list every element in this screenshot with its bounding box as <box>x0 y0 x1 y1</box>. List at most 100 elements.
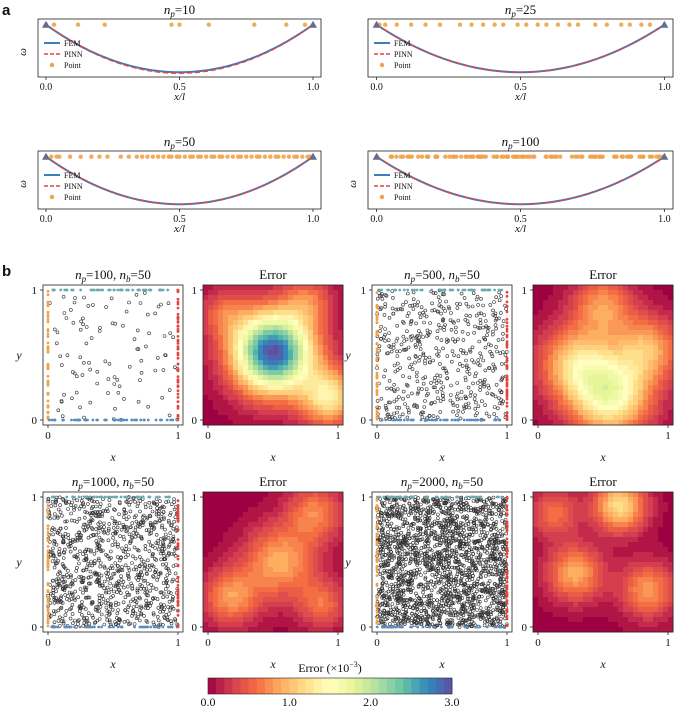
interior-point <box>422 405 427 409</box>
collocation-point <box>75 22 81 27</box>
heatmap-cell <box>288 315 294 321</box>
boundary-point-top <box>483 288 487 292</box>
interior-point <box>59 363 64 367</box>
heatmap-cell <box>298 310 304 316</box>
interior-point <box>470 358 474 362</box>
boundary-point-left <box>46 610 50 613</box>
interior-point <box>418 331 423 336</box>
interior-point <box>479 354 484 359</box>
boundary-point-right <box>176 342 180 345</box>
heatmap-cell <box>278 305 284 311</box>
boundary-point-bottom <box>146 625 150 629</box>
interior-point <box>436 309 441 314</box>
x-tick-label: 0 <box>45 637 51 649</box>
interior-point <box>422 320 426 325</box>
collocation-point <box>555 22 561 27</box>
interior-point <box>444 299 448 304</box>
boundary-point-bottom <box>130 418 134 422</box>
interior-point <box>383 338 387 343</box>
chart-title: np=100 <box>502 134 540 151</box>
interior-point <box>500 350 505 354</box>
interior-point <box>55 330 60 335</box>
heatmap-cell <box>218 315 224 321</box>
heatmap-cell <box>203 300 209 306</box>
boundary-point-bottom <box>125 418 129 422</box>
collocation-point <box>203 154 209 159</box>
boundary-point-left <box>46 335 50 338</box>
heatmap-cell <box>283 285 289 291</box>
interior-point <box>382 313 387 317</box>
boundary-point-right <box>176 330 180 333</box>
collocation-point <box>494 154 499 159</box>
interior-point <box>401 396 405 401</box>
interior-point <box>54 589 59 594</box>
interior-point <box>153 311 157 316</box>
boundary-point-right <box>505 304 509 308</box>
interior-point <box>120 582 124 587</box>
boundary-point-right <box>176 613 180 617</box>
boundary-point-right <box>505 504 509 508</box>
boundary-point-top <box>53 288 56 292</box>
interior-point <box>453 325 458 330</box>
interior-point <box>482 313 487 317</box>
heatmap-cell <box>268 315 274 321</box>
collocation-point <box>238 154 244 159</box>
interior-point <box>391 342 396 347</box>
interior-point <box>439 380 444 385</box>
x-tick-label: 0.0 <box>370 214 383 225</box>
collocation-point <box>126 154 131 159</box>
interior-point <box>430 308 435 313</box>
heatmap-cell <box>313 300 319 306</box>
boundary-point-right <box>505 552 509 556</box>
heatmap-cell <box>268 300 274 306</box>
heatmap-cell <box>338 310 344 316</box>
collocation-point <box>169 154 174 159</box>
boundary-point-top <box>393 495 396 499</box>
interior-point <box>504 307 508 311</box>
collocation-point <box>501 154 506 159</box>
interior-point <box>440 393 445 398</box>
interior-point <box>449 383 453 388</box>
chart-title: np=2000, nb=50 <box>401 474 483 491</box>
boundary-point-left <box>46 613 50 617</box>
interior-point <box>83 522 88 527</box>
interior-point <box>57 569 62 574</box>
interior-point <box>420 387 424 391</box>
heatmap-cell <box>273 320 279 326</box>
interior-point <box>389 386 393 391</box>
boundary-point-left <box>46 621 50 624</box>
boundary-point-left <box>46 384 50 387</box>
interior-point <box>91 303 95 307</box>
boundary-point-left <box>375 381 379 385</box>
interior-point <box>166 301 171 306</box>
boundary-point-right <box>176 417 180 421</box>
interior-point <box>449 327 454 332</box>
legend-label-fem: FEM <box>394 39 410 48</box>
heatmap-cell <box>298 325 304 331</box>
heatmap-cell <box>228 295 234 301</box>
heatmap-cell <box>223 295 229 301</box>
interior-point <box>109 549 113 554</box>
heatmap-cell <box>263 330 269 336</box>
interior-point <box>492 412 497 416</box>
boundary-point-bottom <box>154 418 158 422</box>
boundary-point-bottom <box>116 625 120 629</box>
boundary-point-right <box>176 557 180 561</box>
heatmap-cell <box>228 320 234 326</box>
boundary-point-right <box>176 538 180 542</box>
boundary-point-left <box>46 514 50 518</box>
heatmap-cell <box>258 305 264 311</box>
interior-point <box>104 605 109 610</box>
heatmap-cell <box>308 310 314 316</box>
boundary-point-left <box>375 342 379 345</box>
interior-point <box>127 592 132 597</box>
interior-point <box>395 323 400 328</box>
interior-point <box>398 349 402 353</box>
heatmap-cell <box>203 295 209 301</box>
boundary-point-bottom <box>171 418 175 422</box>
boundary-point-left <box>375 364 379 367</box>
collocation-point <box>575 154 581 159</box>
heatmap-cell <box>238 325 244 331</box>
interior-point <box>464 363 469 368</box>
interior-point <box>435 352 439 357</box>
